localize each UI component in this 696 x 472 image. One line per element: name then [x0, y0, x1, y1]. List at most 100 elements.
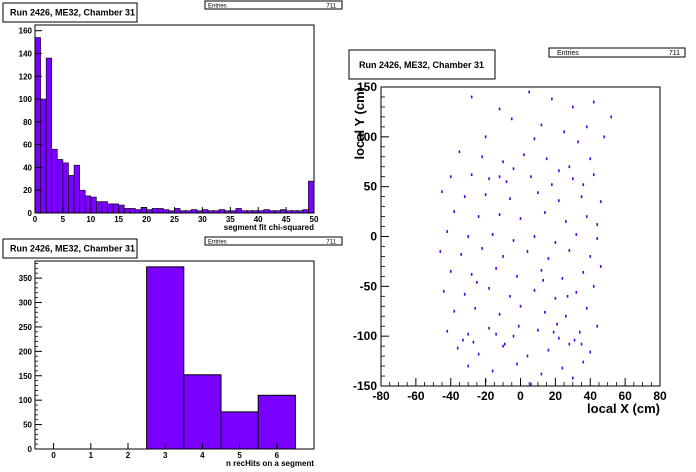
- localxy-point: [453, 309, 456, 313]
- nrechits-stats-label: Entries: [208, 240, 227, 246]
- localxy-point: [585, 306, 588, 310]
- localxy-point: [526, 250, 529, 253]
- nrechits-y-tick-label: 300: [19, 299, 33, 308]
- localxy-title: Run 2426, ME32, Chamber 31: [359, 60, 484, 70]
- chi2-stats-label: Entries: [208, 4, 227, 10]
- localxy-point: [509, 294, 511, 298]
- chi2-bar: [79, 189, 86, 214]
- localxy-point: [580, 342, 583, 346]
- localxy-point: [589, 350, 592, 354]
- localxy-x-axis-label: local X (cm): [587, 401, 660, 416]
- localxy-point: [463, 292, 466, 296]
- chi2-x-tick-label: 30: [198, 215, 207, 224]
- localxy-point: [585, 215, 588, 218]
- localxy-point: [554, 241, 557, 244]
- localxy-point: [592, 284, 595, 288]
- chi2-bar: [263, 209, 270, 214]
- nrechits-x-tick-label: 2: [126, 451, 131, 460]
- localxy-point: [509, 197, 511, 201]
- localxy-point: [453, 210, 456, 213]
- chi2-bar: [68, 175, 75, 214]
- localxy-point: [498, 107, 501, 111]
- localxy-point: [545, 157, 548, 161]
- localxy-x-tick-label: -80: [372, 389, 390, 403]
- localxy-point: [477, 215, 480, 218]
- chi2-y-tick-label: 60: [23, 141, 32, 150]
- localxy-axes: -80 -60 -40 -20 0 20 40 60 80 -150 -100 -50 0 50 100 15…: [353, 80, 667, 403]
- nrechits-x-axis-label: n recHits on a segment: [226, 459, 314, 468]
- localxy-point: [491, 233, 494, 236]
- chi2-bar: [235, 208, 242, 214]
- localxy-y-axis-label: local Y (cm): [352, 87, 367, 160]
- localxy-point: [582, 360, 585, 364]
- chi2-x-tick-label: 20: [142, 215, 151, 224]
- chi2-y-tick-label: 40: [23, 163, 32, 172]
- chi2-x-tick-label: 40: [254, 215, 263, 224]
- localxy-point: [495, 266, 497, 270]
- localxy-point: [463, 195, 466, 199]
- chi2-x-tick-label: 10: [86, 215, 95, 224]
- chi2-bar: [140, 207, 147, 214]
- localxy-point: [467, 235, 469, 238]
- localxy-point: [561, 276, 564, 280]
- localxy-point: [498, 175, 501, 179]
- localxy-point: [495, 332, 497, 336]
- localxy-point: [528, 90, 531, 94]
- chi2-title: Run 2426, ME32, Chamber 31: [10, 8, 135, 18]
- nrechits-title-box: [2, 238, 138, 259]
- localxy-point: [446, 329, 449, 333]
- nrechits-stats-box: [204, 236, 343, 246]
- chi2-bar: [90, 196, 97, 214]
- localxy-point: [572, 177, 574, 181]
- chi2-bar: [135, 209, 142, 214]
- localxy-point: [516, 274, 518, 278]
- localxy-point: [561, 366, 564, 370]
- chi2-bar: [101, 201, 108, 214]
- localxy-point: [558, 199, 560, 203]
- localxy-point: [467, 332, 469, 336]
- localxy-x-tick-label: 40: [584, 389, 598, 403]
- chi2-bar: [190, 209, 198, 214]
- chi2-bar: [129, 208, 136, 214]
- chi2-bar: [112, 203, 120, 214]
- chi2-x-tick-label: 45: [282, 215, 291, 224]
- chi2-x-tick-label: 50: [310, 215, 319, 224]
- localxy-x-tick-label: -60: [407, 389, 425, 403]
- localxy-points: [439, 90, 612, 386]
- localxy-point: [526, 354, 529, 358]
- localxy-point: [533, 137, 536, 141]
- localxy-point: [551, 183, 553, 187]
- chi2-y-tick-label: 20: [23, 186, 32, 195]
- localxy-point: [558, 336, 560, 340]
- nrechits-x-tick-label: 6: [275, 451, 280, 460]
- localxy-point: [523, 153, 525, 157]
- localxy-point: [578, 330, 581, 334]
- localxy-point: [510, 117, 513, 121]
- localxy-point: [568, 165, 571, 169]
- localxy-point: [563, 130, 565, 134]
- chi2-bar: [163, 209, 170, 214]
- chi2-bar: [84, 195, 92, 214]
- localxy-point: [439, 250, 442, 253]
- localxy-point: [470, 95, 473, 99]
- nrechits-x-tick-label: 0: [51, 451, 56, 460]
- localxy-point: [498, 312, 501, 316]
- chi2-y-tick-label: 140: [19, 49, 33, 58]
- localxy-point: [582, 183, 585, 187]
- nrechits-x-tick-label: 4: [200, 451, 205, 460]
- nrechits-y-tick-label: 150: [19, 372, 33, 381]
- localxy-point: [542, 278, 544, 282]
- nrechits-title: Run 2426, ME32, Chamber 31: [10, 244, 135, 254]
- localxy-x-tick-label: -40: [442, 389, 460, 403]
- localxy-point: [512, 239, 515, 242]
- nrechits-axes: 0 1 2 3 4 5 6 0 50 100 150 200 250 300 350: [19, 263, 280, 460]
- localxy-point: [573, 338, 576, 342]
- localxy-point: [530, 382, 532, 386]
- chi2-x-tick-label: 35: [226, 215, 235, 224]
- chi2-bars: [34, 37, 315, 214]
- localxy-x-tick-label: 60: [618, 389, 632, 403]
- localxy-point: [470, 173, 473, 177]
- localxy-point: [551, 97, 553, 101]
- localxy-point: [462, 338, 464, 342]
